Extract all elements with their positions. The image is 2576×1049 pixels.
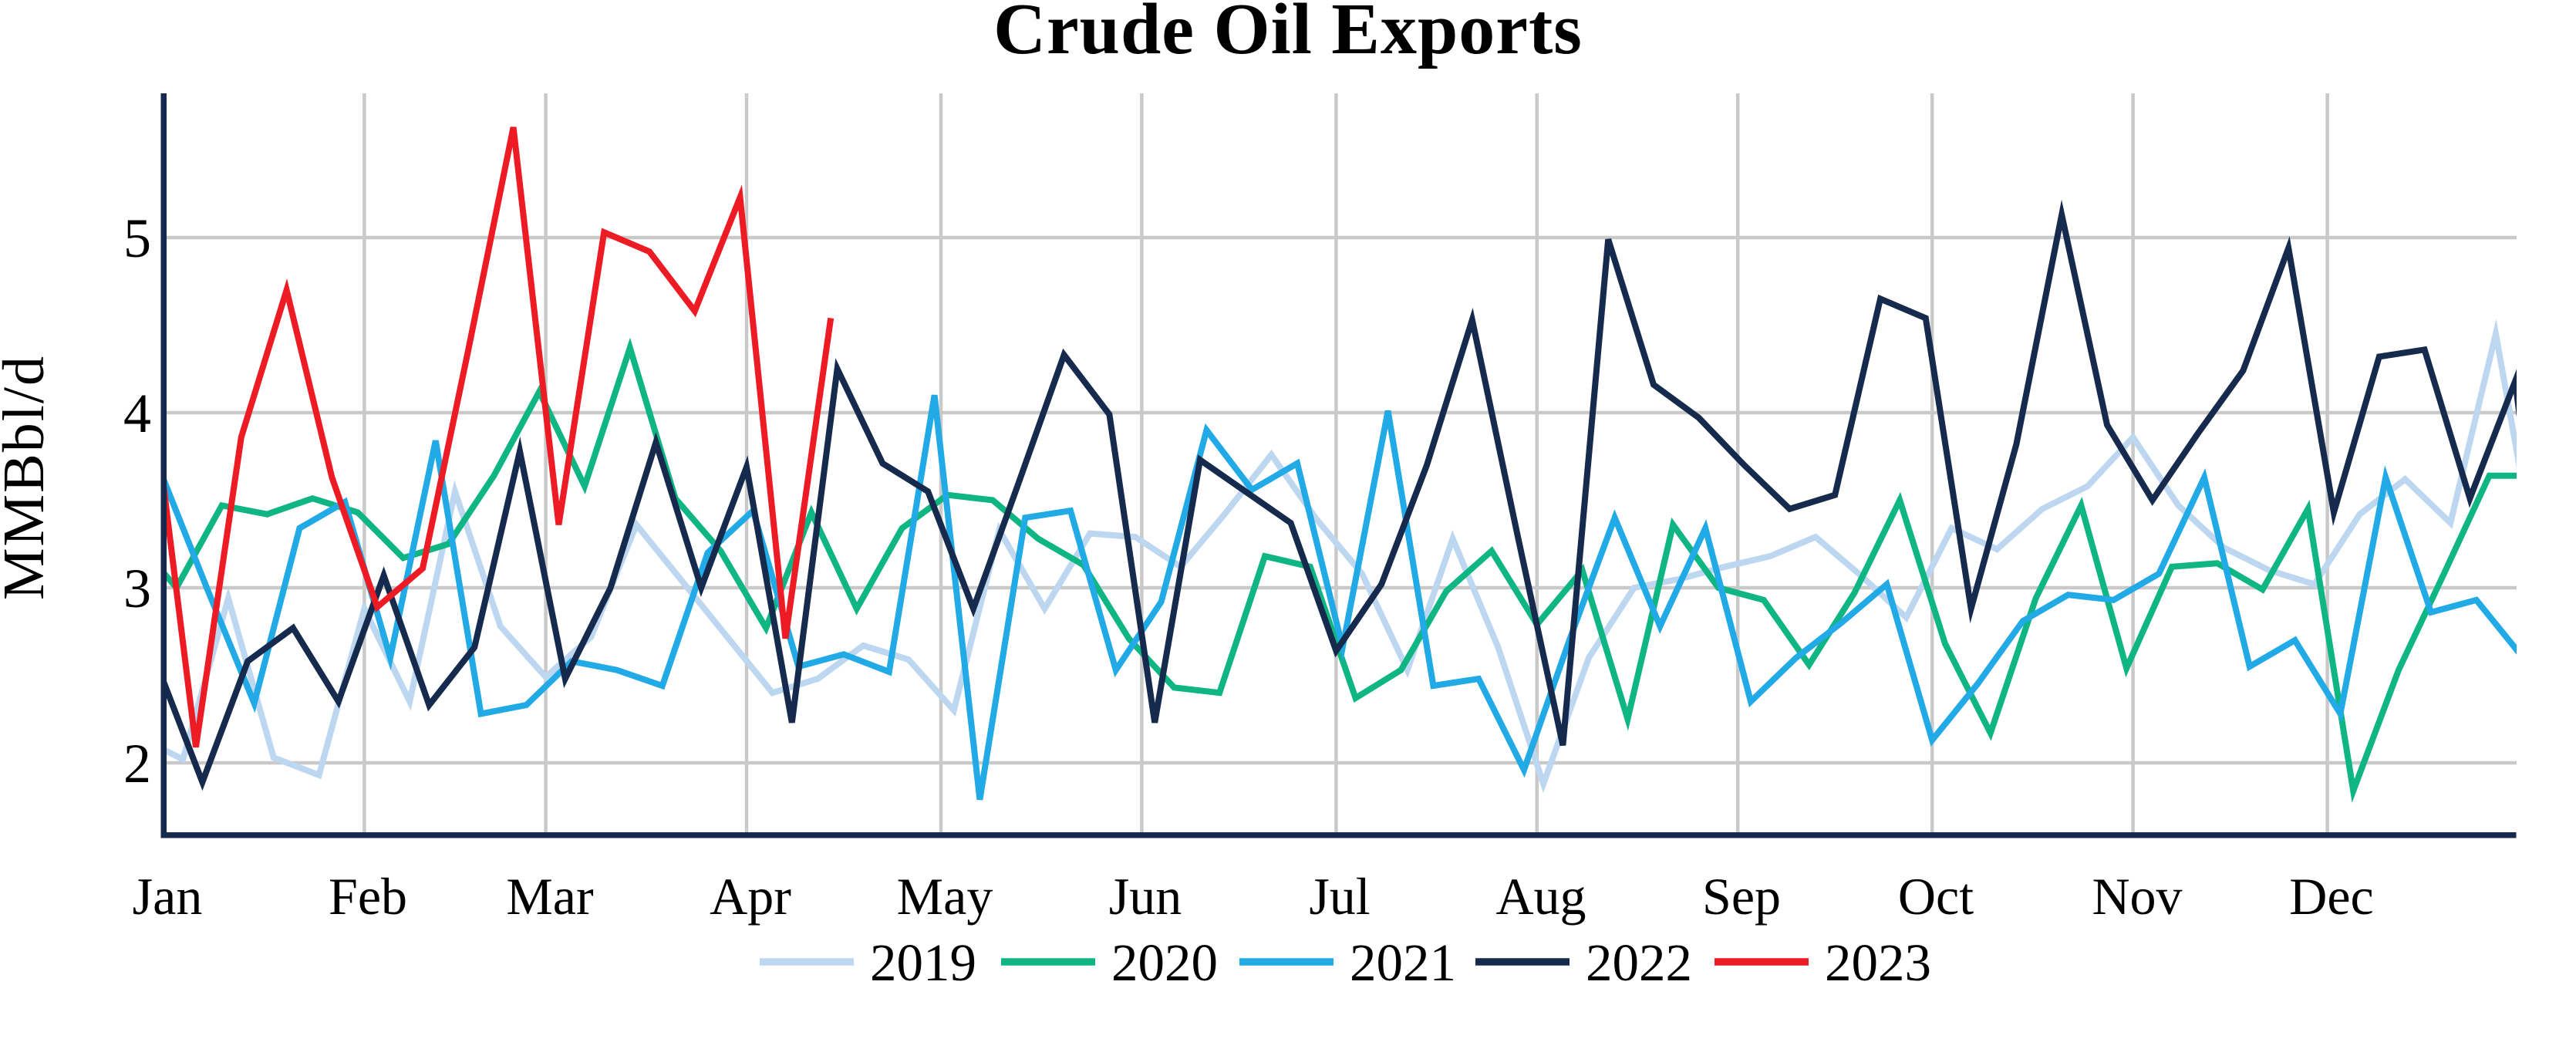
svg-text:Jan: Jan — [133, 867, 203, 926]
svg-text:2019: 2019 — [870, 933, 976, 992]
svg-text:2020: 2020 — [1111, 933, 1218, 992]
svg-text:Feb: Feb — [329, 867, 407, 926]
svg-text:Nov: Nov — [2092, 867, 2182, 926]
svg-text:Mar: Mar — [506, 867, 594, 926]
svg-text:Oct: Oct — [1898, 867, 1974, 926]
svg-text:2021: 2021 — [1350, 933, 1456, 992]
svg-text:Dec: Dec — [2289, 867, 2373, 926]
svg-text:Jul: Jul — [1309, 867, 1370, 926]
svg-text:5: 5 — [123, 207, 151, 269]
svg-text:May: May — [897, 867, 993, 926]
svg-text:Jun: Jun — [1109, 867, 1182, 926]
svg-text:3: 3 — [123, 558, 151, 619]
svg-text:2022: 2022 — [1586, 933, 1692, 992]
svg-text:Sep: Sep — [1702, 867, 1781, 926]
svg-text:Apr: Apr — [710, 867, 791, 926]
svg-text:4: 4 — [123, 383, 151, 444]
svg-text:2023: 2023 — [1825, 933, 1931, 992]
svg-text:Aug: Aug — [1495, 867, 1586, 926]
svg-text:MMBbl/d: MMBbl/d — [0, 355, 56, 600]
svg-text:Crude Oil Exports: Crude Oil Exports — [993, 0, 1583, 69]
svg-text:2: 2 — [123, 733, 151, 794]
